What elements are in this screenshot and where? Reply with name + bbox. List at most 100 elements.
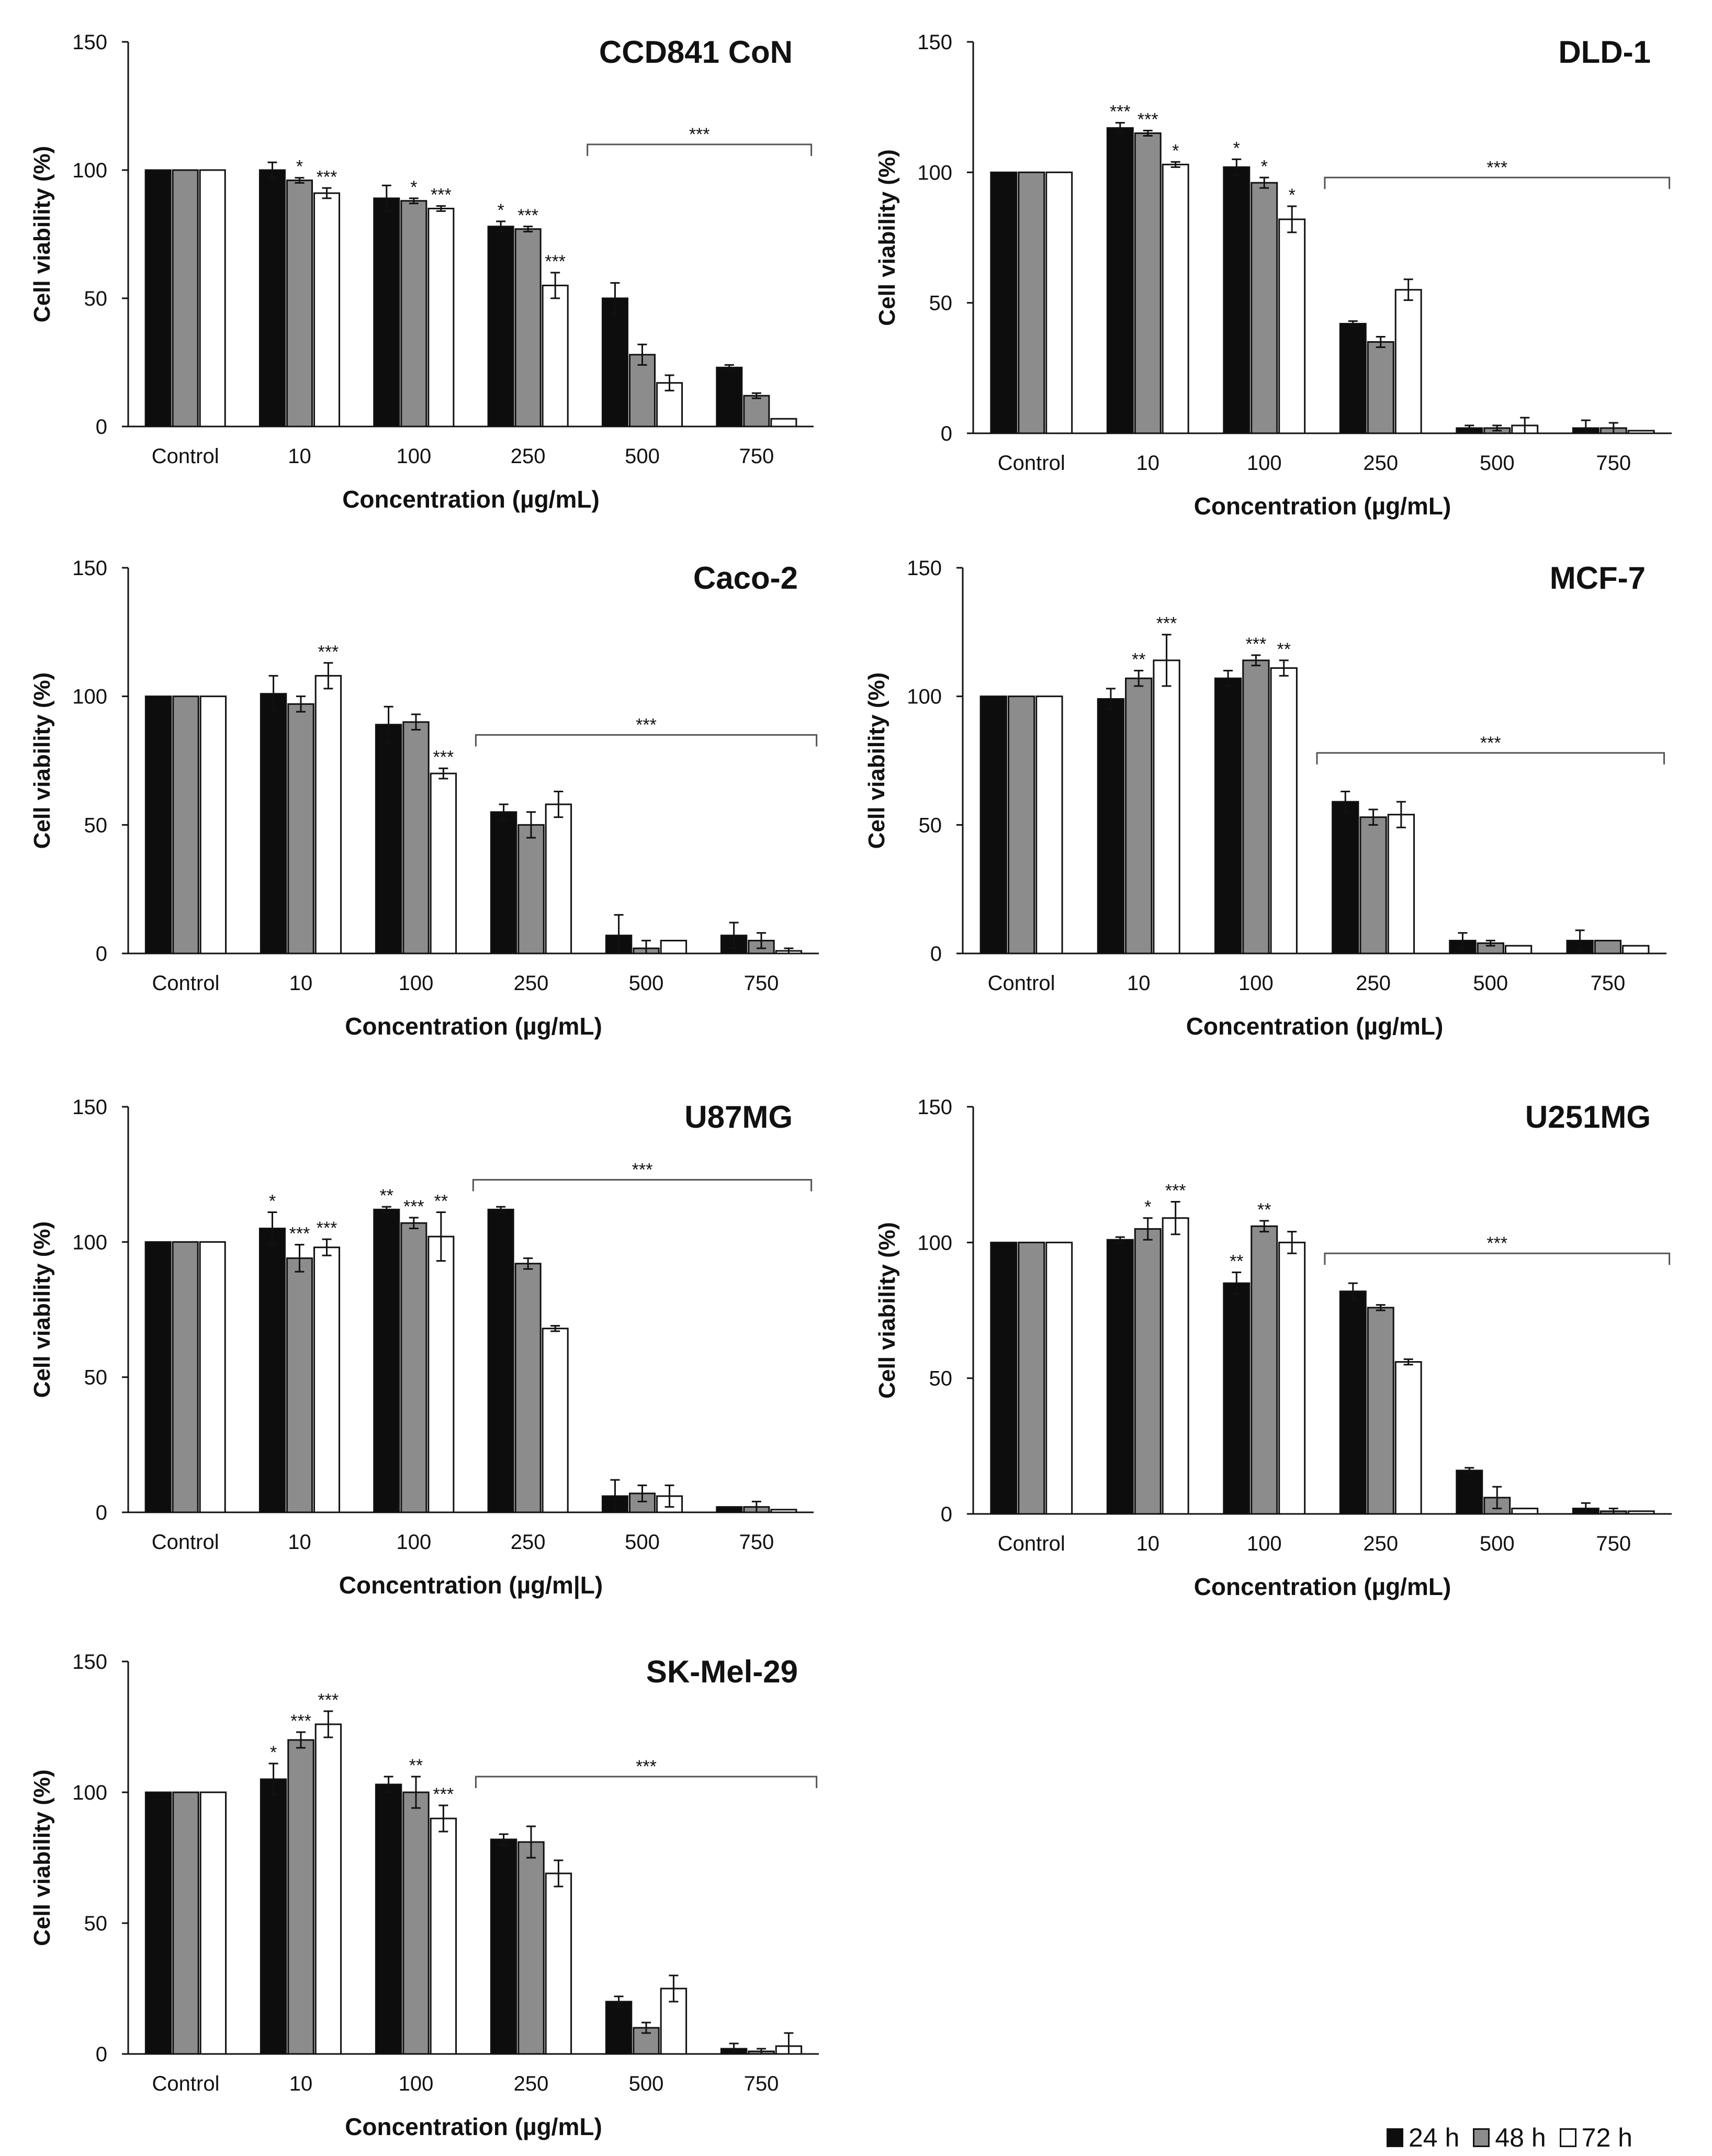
bar-24h bbox=[1332, 801, 1359, 955]
bar-48h bbox=[1134, 1228, 1162, 1515]
x-tick-label: 250 bbox=[1363, 1532, 1398, 1555]
bar-72h bbox=[1278, 1241, 1306, 1515]
bar-48h bbox=[1242, 659, 1270, 955]
bar-24h bbox=[979, 695, 1007, 955]
bracket-label: *** bbox=[689, 125, 710, 144]
bar-24h bbox=[373, 197, 400, 428]
bar-72h bbox=[1035, 695, 1063, 955]
x-tick-label: 250 bbox=[511, 1531, 546, 1554]
x-tick-label: 100 bbox=[1247, 1532, 1282, 1555]
x-tick-label: 750 bbox=[744, 2072, 779, 2095]
x-axis-title: Concentration (µg/mL) bbox=[345, 2113, 602, 2140]
significance-marker: * bbox=[269, 1192, 276, 1211]
bar-24h bbox=[716, 366, 743, 428]
x-tick-label: Control bbox=[998, 452, 1065, 475]
legend-swatch-24h bbox=[1387, 2128, 1403, 2147]
bar-48h bbox=[1134, 132, 1162, 434]
chart-panel-2: 0 50 100 150 Control 10 100 250 500 750 Cell viabi… bbox=[874, 31, 1672, 520]
bar-48h bbox=[172, 169, 199, 428]
bar-24h bbox=[1097, 698, 1125, 955]
bar-48h bbox=[1018, 1241, 1045, 1515]
significance-marker: * bbox=[1233, 138, 1240, 158]
y-tick-label: 150 bbox=[72, 31, 107, 54]
x-tick-label: 100 bbox=[1247, 452, 1282, 475]
bar-24h bbox=[260, 1778, 287, 2055]
chart-title: U251MG bbox=[1525, 1099, 1651, 1135]
y-tick-label: 50 bbox=[919, 814, 942, 837]
bar-72h bbox=[199, 1791, 227, 2055]
bar-48h bbox=[1251, 1225, 1278, 1515]
y-tick-label: 0 bbox=[941, 422, 952, 445]
legend-swatch-48h bbox=[1473, 2128, 1490, 2147]
legend-item-72h: 72 h bbox=[1559, 2123, 1632, 2153]
y-tick-label: 50 bbox=[929, 292, 953, 315]
y-axis-title: Cell viability (%) bbox=[874, 1222, 900, 1398]
x-tick-label: 10 bbox=[289, 972, 313, 995]
bracket-label: *** bbox=[636, 1757, 657, 1777]
bar-24h bbox=[990, 1241, 1018, 1515]
bracket-label: *** bbox=[1486, 1233, 1507, 1253]
x-tick-label: 750 bbox=[1591, 972, 1626, 995]
bar-48h bbox=[400, 200, 427, 428]
x-tick-label: 500 bbox=[1480, 452, 1515, 475]
x-tick-label: 10 bbox=[1136, 1532, 1160, 1555]
bar-72h bbox=[199, 695, 227, 955]
chart-panel-7: 0 50 100 150 Control 10 100 250 500 750 Cell viabi… bbox=[29, 1650, 819, 2140]
bar-48h bbox=[287, 1739, 314, 2055]
bar-72h bbox=[1270, 667, 1298, 955]
bar-72h bbox=[545, 803, 572, 955]
significance-marker: *** bbox=[317, 1218, 337, 1238]
bar-48h bbox=[517, 824, 545, 955]
chart-title: Caco-2 bbox=[693, 560, 798, 596]
significance-marker: *** bbox=[433, 747, 454, 767]
x-tick-label: 750 bbox=[1596, 1532, 1631, 1555]
x-tick-label: 100 bbox=[396, 1531, 431, 1554]
bracket-label: *** bbox=[632, 1160, 653, 1180]
bar-48h bbox=[287, 703, 314, 955]
significance-marker: ** bbox=[1277, 639, 1290, 659]
bracket-label: *** bbox=[1486, 158, 1507, 177]
significance-marker: ** bbox=[409, 1756, 423, 1776]
bar-48h bbox=[1367, 341, 1394, 434]
x-tick-label: 500 bbox=[1480, 1532, 1515, 1555]
x-tick-label: Control bbox=[998, 1532, 1065, 1555]
bar-48h bbox=[172, 1791, 199, 2055]
x-tick-label: 10 bbox=[289, 2072, 313, 2095]
significance-marker: *** bbox=[403, 1197, 424, 1217]
chart-title: SK-Mel-29 bbox=[646, 1654, 798, 1689]
y-tick-label: 150 bbox=[907, 557, 942, 580]
bar-48h bbox=[1594, 939, 1622, 955]
bar-24h bbox=[373, 1208, 400, 1513]
significance-marker: * bbox=[296, 157, 303, 177]
bar-24h bbox=[1339, 323, 1367, 434]
bar-24h bbox=[490, 1838, 517, 2055]
y-tick-label: 0 bbox=[96, 416, 107, 439]
x-axis-title: Concentration (µg/mL) bbox=[342, 486, 600, 513]
y-tick-label: 0 bbox=[930, 942, 942, 965]
bar-72h bbox=[1153, 659, 1180, 955]
bar-24h bbox=[1223, 166, 1251, 434]
y-tick-label: 100 bbox=[72, 686, 107, 709]
y-tick-label: 100 bbox=[917, 161, 952, 184]
chart-panel-5: 0 50 100 150 Control 10 100 250 500 750 Cell viabi… bbox=[29, 1096, 814, 1599]
legend: 24 h 48 h 72 h bbox=[1387, 2122, 1700, 2153]
chart-title: U87MG bbox=[684, 1099, 793, 1135]
y-axis-title: Cell viability (%) bbox=[874, 149, 900, 325]
bar-72h bbox=[1394, 1361, 1422, 1515]
significance-marker: ** bbox=[1230, 1251, 1243, 1271]
bar-48h bbox=[1018, 171, 1045, 434]
bar-24h bbox=[1106, 127, 1134, 434]
significance-marker: *** bbox=[290, 1711, 311, 1731]
significance-marker: ** bbox=[1257, 1200, 1271, 1220]
bar-72h bbox=[1504, 945, 1533, 955]
bar-48h bbox=[286, 179, 313, 428]
bar-72h bbox=[1162, 1217, 1189, 1515]
bar-48h bbox=[1125, 677, 1153, 955]
significance-marker: *** bbox=[1110, 102, 1131, 122]
bar-48h bbox=[514, 228, 542, 428]
y-tick-label: 0 bbox=[96, 942, 107, 965]
y-tick-label: 100 bbox=[72, 1781, 107, 1804]
bar-48h bbox=[172, 695, 199, 955]
bar-24h bbox=[1223, 1282, 1251, 1515]
